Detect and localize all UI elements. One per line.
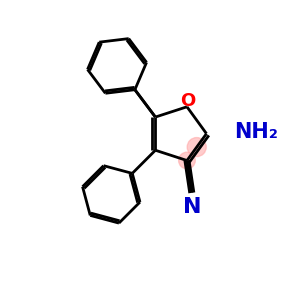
Text: NH₂: NH₂ [234, 122, 278, 142]
Circle shape [187, 138, 206, 157]
Text: O: O [180, 92, 195, 110]
Circle shape [178, 152, 195, 169]
Text: N: N [183, 197, 201, 217]
